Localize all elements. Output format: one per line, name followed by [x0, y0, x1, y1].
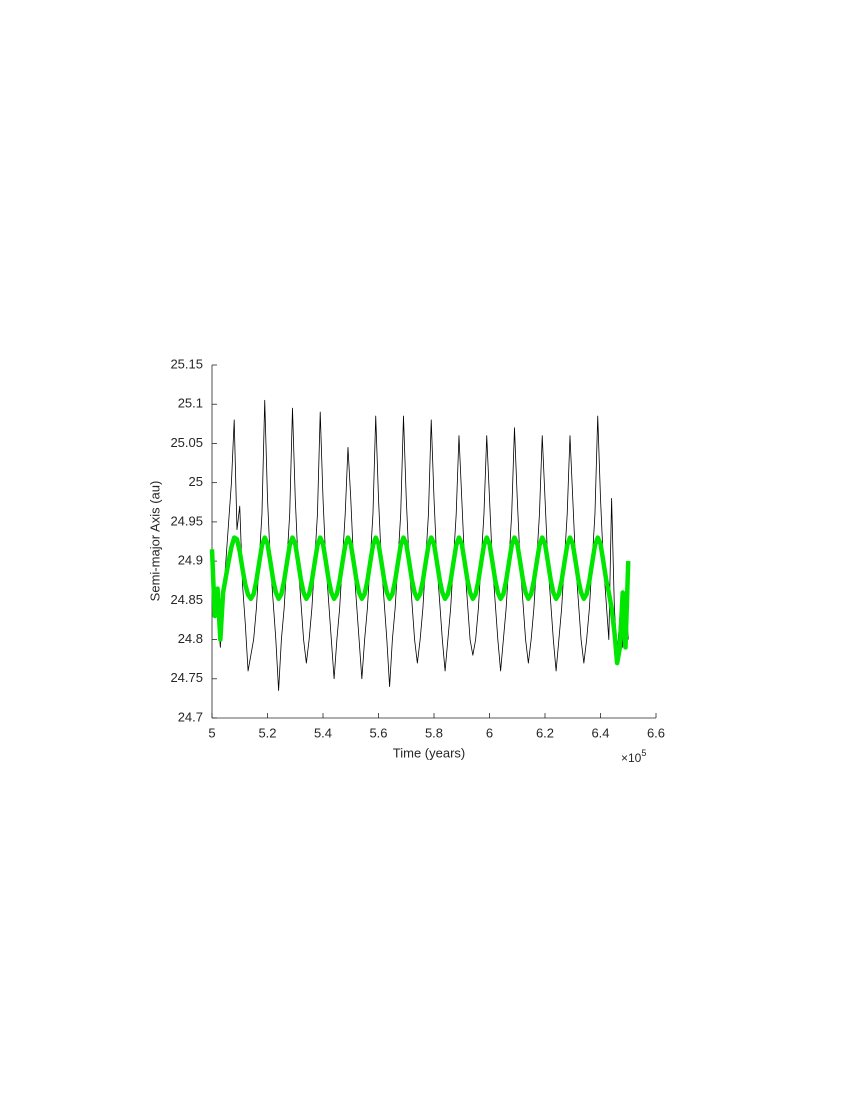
x-tick-label: 6.2 [536, 725, 554, 740]
y-axis-label: Semi-major Axis (au) [147, 481, 162, 602]
y-tick-label: 25.1 [178, 396, 203, 411]
x-tick-label: 6 [486, 725, 493, 740]
x-tick-label: 6.6 [647, 725, 665, 740]
y-tick-label: 24.8 [178, 631, 203, 646]
x-tick-label: 6.4 [591, 725, 609, 740]
series-line [209, 535, 631, 666]
x-tick-label: 5.6 [369, 725, 387, 740]
y-tick-label: 24.7 [178, 709, 203, 724]
y-tick-label: 24.85 [170, 592, 203, 607]
x-tick-label: 5.4 [314, 725, 332, 740]
x-tick-label: 5.2 [258, 725, 276, 740]
x-tick-label: 5 [208, 725, 215, 740]
series-line [211, 399, 629, 691]
x-multiplier-base: ×10 [621, 751, 642, 765]
y-tick-label: 25.15 [170, 356, 203, 371]
y-tick-label: 24.95 [170, 513, 203, 528]
y-tick-label: 24.9 [178, 553, 203, 568]
y-tick-label: 24.75 [170, 670, 203, 685]
x-multiplier-exponent: 5 [641, 748, 646, 758]
y-tick-label: 25 [189, 474, 203, 489]
y-tick-label: 25.05 [170, 435, 203, 450]
x-multiplier: ×105 [621, 748, 646, 765]
x-tick-label: 5.8 [425, 725, 443, 740]
x-axis-label: Time (years) [393, 745, 465, 760]
